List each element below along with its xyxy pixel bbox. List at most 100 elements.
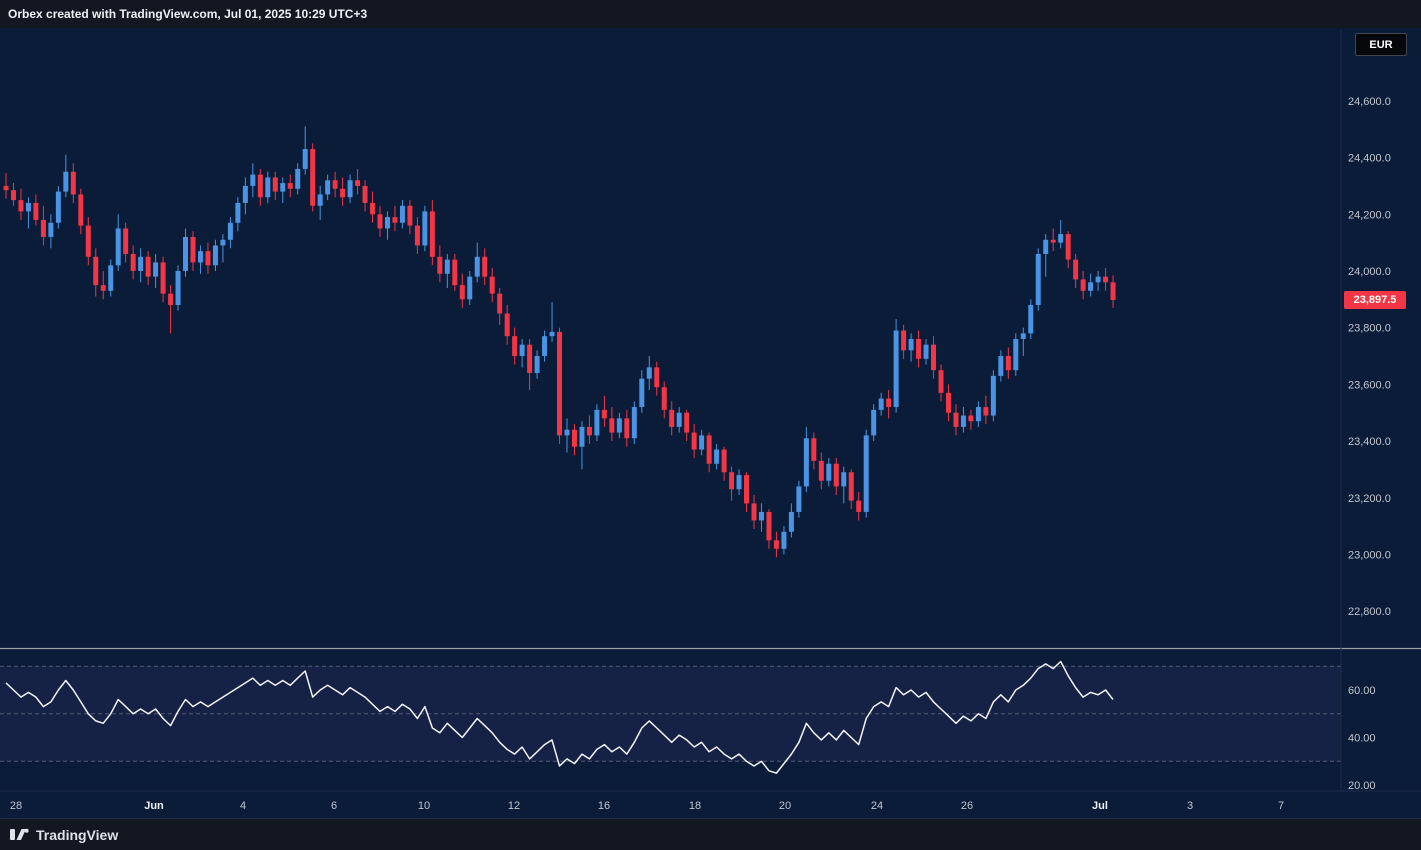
candle	[684, 409, 690, 442]
candle	[639, 370, 645, 413]
candle	[310, 143, 316, 212]
svg-text:23,200.0: 23,200.0	[1348, 493, 1391, 505]
candle	[512, 327, 518, 365]
candle	[542, 330, 548, 362]
candle	[33, 194, 39, 226]
chart-title: Orbex created with TradingView.com, Jul …	[8, 7, 368, 21]
candle	[549, 302, 555, 342]
candle	[130, 245, 136, 280]
candle	[85, 217, 91, 266]
candle	[347, 174, 353, 203]
candle	[205, 242, 211, 274]
candle	[153, 253, 159, 288]
candle	[108, 259, 114, 297]
candle	[863, 429, 869, 518]
candle	[938, 364, 944, 402]
candle	[474, 242, 480, 283]
candle	[138, 248, 144, 283]
candle	[377, 205, 383, 237]
candle	[601, 395, 607, 427]
candle	[975, 401, 981, 427]
candle	[145, 251, 151, 286]
rsi-band	[0, 666, 1341, 762]
candle	[729, 466, 735, 501]
candle	[48, 214, 54, 249]
candle	[55, 185, 61, 229]
title-bar: Orbex created with TradingView.com, Jul …	[0, 0, 1421, 28]
candle	[332, 171, 338, 198]
candle	[616, 412, 622, 439]
candle	[848, 469, 854, 510]
candle	[414, 217, 420, 254]
candle	[669, 401, 675, 436]
symbol-badge[interactable]: EUR	[1355, 33, 1407, 56]
svg-text:12: 12	[508, 800, 520, 812]
candle	[886, 390, 892, 419]
svg-text:40.00: 40.00	[1348, 733, 1376, 745]
candle	[444, 253, 450, 288]
candle	[758, 503, 764, 532]
svg-text:6: 6	[331, 800, 337, 812]
candle	[1080, 270, 1086, 300]
candle	[1013, 333, 1019, 376]
candle	[856, 492, 862, 521]
svg-text:23,800.0: 23,800.0	[1348, 323, 1391, 335]
svg-text:3: 3	[1187, 800, 1193, 812]
candle	[265, 171, 271, 203]
svg-text:4: 4	[240, 800, 246, 812]
candle	[10, 183, 16, 206]
candle	[818, 452, 824, 490]
candle	[212, 239, 218, 271]
candle	[953, 404, 959, 436]
candle	[833, 458, 839, 495]
candle	[519, 339, 525, 368]
candle	[1110, 275, 1116, 308]
candle	[1088, 273, 1094, 297]
candle	[70, 163, 76, 203]
candle	[1050, 228, 1056, 252]
candle	[482, 248, 488, 286]
candle	[1073, 253, 1079, 288]
candle	[594, 404, 600, 442]
candle	[527, 339, 533, 391]
candle	[235, 197, 241, 232]
candle	[370, 191, 376, 223]
candle	[407, 200, 413, 235]
candle	[197, 245, 203, 274]
candles-layer[interactable]	[3, 126, 1116, 558]
tradingview-brand[interactable]: TradingView	[36, 826, 119, 843]
candle	[1028, 299, 1034, 340]
tradingview-logo-icon[interactable]	[10, 828, 29, 841]
last-price-badge: 23,897.5	[1344, 291, 1406, 309]
time-axis[interactable]: 28 Jun 4 6 10 12 16 18 20 24 26 Jul 3 7	[10, 800, 1284, 812]
candle	[467, 270, 473, 305]
candle	[504, 304, 510, 345]
svg-text:60.00: 60.00	[1348, 685, 1376, 697]
candle	[781, 526, 787, 555]
candle	[773, 531, 779, 558]
candle	[422, 205, 428, 252]
svg-text:7: 7	[1278, 800, 1284, 812]
candle	[624, 409, 630, 447]
rsi-axis[interactable]: 60.00 40.00 20.00	[1348, 685, 1376, 792]
candle	[916, 330, 922, 368]
svg-text:26: 26	[961, 800, 973, 812]
price-axis[interactable]: 24,600.0 24,400.0 24,200.0 24,000.0 23,800.0…	[1348, 96, 1391, 618]
candle	[280, 177, 286, 203]
svg-text:10: 10	[418, 800, 430, 812]
candle	[93, 248, 99, 297]
candle	[534, 350, 540, 379]
candle	[557, 327, 563, 444]
candle	[751, 494, 757, 529]
candle	[744, 472, 750, 512]
svg-text:23,600.0: 23,600.0	[1348, 379, 1391, 391]
candle	[676, 407, 682, 433]
candle	[190, 231, 196, 271]
svg-text:24: 24	[871, 800, 883, 812]
candle	[250, 163, 256, 198]
candle	[325, 174, 331, 201]
candle	[1095, 270, 1101, 291]
candle	[788, 503, 794, 538]
candle	[646, 356, 652, 391]
